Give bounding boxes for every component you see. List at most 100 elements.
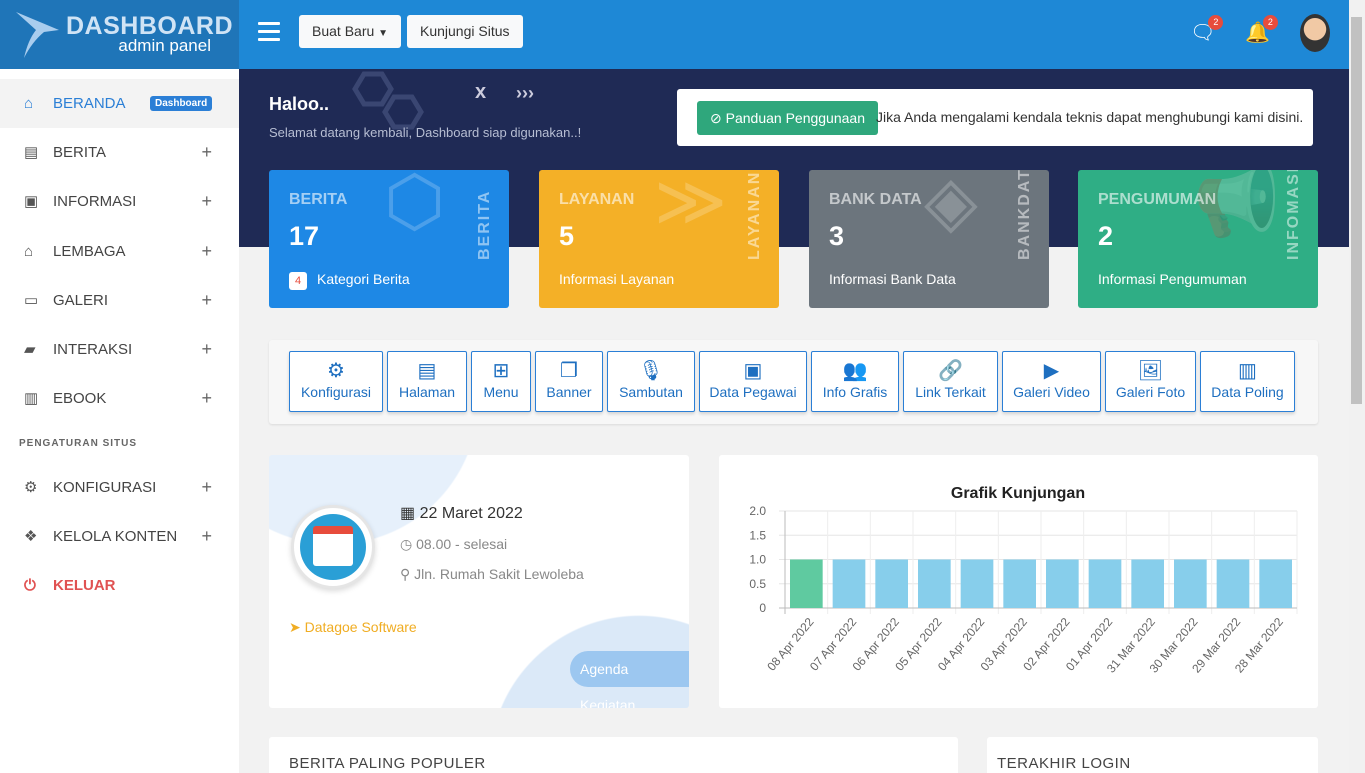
sidebar-item-berita[interactable]: ▤ BERITA + — [0, 128, 239, 177]
youtube-icon: ▶ — [1043, 360, 1060, 382]
sidebar-item-ebook[interactable]: ▥ EBOOK + — [0, 374, 239, 423]
quick-label: Galeri Foto — [1115, 384, 1186, 400]
quick-sambutan-button[interactable]: 🎙 Sambutan — [607, 351, 695, 412]
quick-banner-button[interactable]: ❐ Banner — [535, 351, 603, 412]
sidebar-item-label: INFORMASI — [53, 193, 137, 210]
bar — [1216, 559, 1250, 608]
scrollbar-thumb[interactable] — [1351, 17, 1362, 404]
quick-label: Link Terkait — [915, 384, 986, 400]
gears-icon: ⚙ — [24, 479, 38, 496]
create-new-label: Buat Baru — [312, 23, 375, 39]
user-guide-button[interactable]: ⊘ Panduan Penggunaan — [697, 101, 878, 135]
quick-konfigurasi-button[interactable]: ⚙ Konfigurasi — [289, 351, 383, 412]
stat-card-layanan[interactable]: ≫ LAYANAN 5 Informasi Layanan LAYANAN — [539, 170, 779, 308]
bar — [1046, 559, 1079, 608]
section-heading: PENGATURAN SITUS — [19, 438, 138, 449]
hexagon-decoration-icon — [352, 71, 424, 130]
sidebar-item-konfigurasi[interactable]: ⚙ KONFIGURASI + — [0, 463, 239, 512]
calendar-icon: ▦ — [400, 505, 416, 522]
event-organizer: Datagoe Software — [304, 619, 417, 635]
plus-icon: + — [201, 477, 212, 497]
stat-card-pengumuman[interactable]: 📢 PENGUMUMAN 2 Informasi Pengumuman INFO… — [1078, 170, 1318, 308]
create-new-dropdown[interactable]: Buat Baru ▼ — [299, 15, 402, 48]
bar — [875, 559, 908, 608]
quick-label: Galeri Video — [1013, 384, 1090, 400]
bar — [960, 559, 994, 608]
sidebar-item-galeri[interactable]: ▭ GALERI + — [0, 276, 239, 325]
card-title: BERITA PALING POPULER — [289, 755, 486, 772]
messages-icon[interactable]: 🗨 2 — [1190, 15, 1224, 45]
sidebar-item-lembaga[interactable]: ⌂ LEMBAGA + — [0, 227, 239, 276]
compass-icon: ⊘ — [710, 110, 722, 126]
quick-galeri-video-button[interactable]: ▶ Galeri Video — [1002, 351, 1101, 412]
quick-menu-button[interactable]: ⊞ Menu — [471, 351, 531, 412]
inbox-icon: ▣ — [24, 193, 39, 210]
sidebar-item-beranda[interactable]: ⌂ BERANDA Dashboard — [0, 79, 239, 128]
quick-data-pegawai-button[interactable]: ▣ Data Pegawai — [699, 351, 807, 412]
sidebar-item-interaksi[interactable]: ▰ INTERAKSI + — [0, 325, 239, 374]
y-tick-label: 1.5 — [749, 528, 766, 542]
notifications-icon[interactable]: 🔔 2 — [1245, 15, 1278, 45]
avatar[interactable] — [1300, 14, 1330, 52]
sidebar-item-label: GALERI — [53, 292, 109, 309]
y-tick-label: 2.0 — [749, 504, 766, 518]
menu-toggle-icon[interactable] — [258, 22, 280, 42]
popular-news-card: BERITA PALING POPULER — [269, 737, 958, 773]
bar — [1003, 559, 1036, 608]
plus-icon: + — [201, 191, 212, 211]
bird-logo-icon — [16, 12, 59, 58]
plus-icon: + — [201, 339, 212, 359]
logo[interactable]: DASHBOARD admin panel — [0, 0, 239, 69]
stat-title: BANK DATA — [829, 191, 922, 208]
stat-card-bank-data[interactable]: ◈ BANK DATA 3 Informasi Bank Data BANKDA… — [809, 170, 1049, 308]
quick-label: Data Pegawai — [709, 384, 797, 400]
messages-badge: 2 — [1208, 15, 1224, 30]
quick-data-poling-button[interactable]: ▥ Data Poling — [1200, 351, 1295, 412]
cube-icon: ⬡ — [384, 170, 446, 240]
quick-label: Info Grafis — [822, 384, 888, 400]
stat-vertical-label: INFOMASI — [1285, 170, 1302, 260]
bar — [790, 559, 823, 608]
power-icon: ⏻ — [24, 577, 36, 594]
caret-down-icon: ▼ — [378, 28, 389, 39]
newspaper-icon: ▤ — [417, 360, 437, 382]
dashboard-badge: Dashboard — [150, 96, 213, 111]
stat-vertical-label: BERITA — [476, 189, 493, 260]
stat-title: BERITA — [289, 191, 348, 208]
quick-label: Konfigurasi — [300, 384, 372, 400]
y-tick-label: 1.0 — [749, 553, 766, 567]
agenda-button[interactable]: Agenda Kegiatan — [570, 651, 689, 708]
bar — [918, 559, 951, 608]
quick-halaman-button[interactable]: ▤ Halaman — [387, 351, 467, 412]
visit-site-button[interactable]: Kunjungi Situs — [407, 15, 523, 48]
welcome-banner: x ››› Haloo.. Selamat datang kembali, Da… — [239, 69, 1349, 247]
institution-icon: ⌂ — [24, 243, 34, 260]
logo-title: DASHBOARD — [66, 12, 233, 40]
notice-text[interactable]: Jika Anda mengalami kendala teknis dapat… — [876, 109, 1304, 125]
event-card: ▦ 22 Maret 2022 ◷ 08.00 - selesai ⚲ Jln.… — [269, 455, 689, 708]
database-icon: ◈ — [924, 170, 978, 240]
chart-title: Grafik Kunjungan — [951, 485, 1085, 502]
calendar-clock-icon — [291, 505, 375, 589]
clock-icon: ◷ — [400, 536, 413, 552]
quick-info-grafis-button[interactable]: 👥 Info Grafis — [811, 351, 899, 412]
vertical-scrollbar[interactable] — [1349, 0, 1365, 773]
users-icon: 👥 — [842, 360, 868, 382]
map-marker-icon: ⚲ — [400, 566, 411, 582]
quick-galeri-foto-button[interactable]: 🖼 Galeri Foto — [1105, 351, 1196, 412]
stat-title: PENGUMUMAN — [1098, 191, 1217, 208]
event-time: 08.00 - selesai — [416, 536, 508, 552]
sidebar-item-label: LEMBAGA — [53, 243, 126, 260]
stat-vertical-label: LAYANAN — [746, 170, 763, 260]
visits-chart-card: Grafik Kunjungan 0 0.5 1.0 1.5 2.0 08 Apr 202… — [719, 455, 1318, 708]
stat-card-berita[interactable]: ⬡ BERITA 17 4 Kategori Berita BERITA — [269, 170, 509, 308]
logout-button[interactable]: ⏻ KELUAR — [0, 561, 239, 610]
plus-icon: + — [201, 526, 212, 546]
quick-link-terkait-button[interactable]: 🔗 Link Terkait — [903, 351, 998, 412]
sidebar-item-informasi[interactable]: ▣ INFORMASI + — [0, 177, 239, 226]
stat-value: 5 — [559, 221, 575, 251]
sidebar-item-kelola-konten[interactable]: ❖ KELOLA KONTEN + — [0, 512, 239, 561]
book-icon: ▥ — [24, 390, 39, 407]
stat-subtitle: Kategori Berita — [317, 271, 410, 287]
gallery-icon: ▭ — [24, 292, 39, 309]
